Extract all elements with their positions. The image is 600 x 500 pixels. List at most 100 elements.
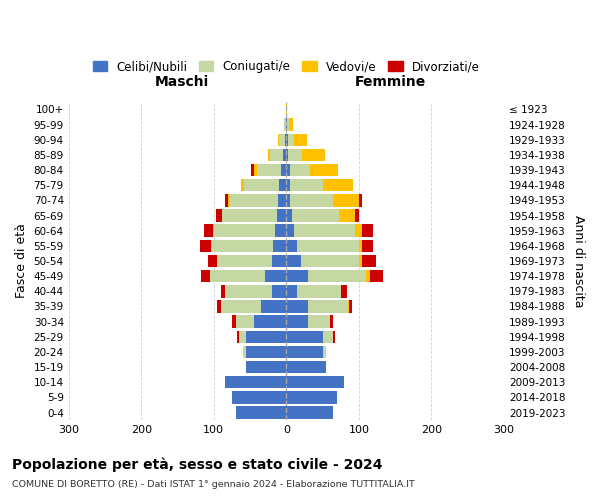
Bar bbox=[330, 316, 334, 328]
Bar bbox=[244, 179, 279, 192]
Bar bbox=[254, 164, 257, 176]
Bar bbox=[213, 224, 214, 237]
Bar bbox=[205, 224, 213, 237]
Bar bbox=[237, 330, 239, 343]
Bar bbox=[265, 270, 286, 282]
Bar bbox=[281, 164, 286, 176]
Y-axis label: Fasce di età: Fasce di età bbox=[15, 224, 28, 298]
Bar bbox=[292, 210, 339, 222]
Bar bbox=[349, 300, 352, 312]
Bar bbox=[241, 179, 244, 192]
Bar bbox=[257, 164, 281, 176]
Bar bbox=[224, 376, 286, 388]
Bar bbox=[287, 118, 289, 131]
Bar bbox=[362, 224, 373, 237]
Bar bbox=[339, 210, 355, 222]
Bar bbox=[217, 255, 272, 267]
Bar bbox=[224, 194, 228, 206]
Bar bbox=[279, 134, 285, 146]
Bar bbox=[289, 118, 293, 131]
Bar bbox=[247, 346, 286, 358]
Text: COMUNE DI BORETTO (RE) - Dati ISTAT 1° gennaio 2024 - Elaborazione TUTTITALIA.IT: COMUNE DI BORETTO (RE) - Dati ISTAT 1° g… bbox=[12, 480, 415, 489]
Bar bbox=[286, 164, 290, 176]
Bar bbox=[277, 210, 286, 222]
Bar bbox=[362, 255, 376, 267]
Y-axis label: Anni di nascita: Anni di nascita bbox=[572, 214, 585, 307]
Bar bbox=[273, 240, 286, 252]
Bar bbox=[290, 194, 334, 206]
Bar bbox=[308, 316, 330, 328]
Bar bbox=[254, 316, 286, 328]
Bar bbox=[286, 118, 287, 131]
Bar bbox=[286, 376, 344, 388]
Bar bbox=[272, 255, 286, 267]
Text: Maschi: Maschi bbox=[155, 75, 209, 89]
Legend: Celibi/Nubili, Coniugati/e, Vedovi/e, Divorziati/e: Celibi/Nubili, Coniugati/e, Vedovi/e, Di… bbox=[92, 60, 480, 73]
Bar bbox=[366, 270, 370, 282]
Bar bbox=[221, 300, 261, 312]
Bar bbox=[293, 134, 307, 146]
Bar bbox=[286, 406, 334, 419]
Bar bbox=[208, 255, 217, 267]
Bar bbox=[297, 285, 341, 298]
Bar bbox=[286, 148, 289, 161]
Bar bbox=[286, 134, 288, 146]
Bar bbox=[239, 330, 247, 343]
Bar bbox=[293, 224, 355, 237]
Bar bbox=[286, 346, 323, 358]
Bar bbox=[202, 270, 210, 282]
Bar bbox=[286, 330, 323, 343]
Bar bbox=[200, 240, 211, 252]
Bar bbox=[284, 118, 286, 131]
Bar bbox=[243, 346, 247, 358]
Text: Popolazione per età, sesso e stato civile - 2024: Popolazione per età, sesso e stato civil… bbox=[12, 458, 383, 472]
Bar bbox=[232, 391, 286, 404]
Bar bbox=[290, 164, 310, 176]
Bar bbox=[230, 194, 278, 206]
Bar bbox=[251, 164, 254, 176]
Bar bbox=[286, 179, 290, 192]
Bar bbox=[224, 285, 272, 298]
Bar bbox=[286, 361, 326, 374]
Bar bbox=[302, 148, 325, 161]
Bar bbox=[217, 300, 221, 312]
Bar bbox=[222, 210, 223, 222]
Bar bbox=[297, 240, 359, 252]
Bar bbox=[275, 224, 286, 237]
Bar bbox=[286, 103, 287, 116]
Bar bbox=[355, 210, 359, 222]
Bar bbox=[221, 285, 224, 298]
Bar bbox=[236, 316, 254, 328]
Bar bbox=[289, 148, 302, 161]
Bar bbox=[323, 330, 334, 343]
Bar bbox=[216, 210, 222, 222]
Bar bbox=[223, 210, 277, 222]
Bar bbox=[286, 285, 297, 298]
Bar bbox=[247, 361, 286, 374]
Bar bbox=[232, 316, 236, 328]
Bar bbox=[334, 194, 359, 206]
Bar bbox=[286, 210, 292, 222]
Bar bbox=[228, 194, 230, 206]
Bar bbox=[286, 270, 308, 282]
Bar bbox=[348, 300, 349, 312]
Bar bbox=[214, 224, 275, 237]
Bar bbox=[261, 300, 286, 312]
Bar bbox=[310, 164, 338, 176]
Bar bbox=[212, 240, 273, 252]
Bar bbox=[283, 148, 286, 161]
Bar bbox=[359, 194, 362, 206]
Bar bbox=[278, 134, 279, 146]
Bar bbox=[286, 255, 301, 267]
Bar bbox=[236, 406, 286, 419]
Bar bbox=[272, 285, 286, 298]
Bar bbox=[323, 179, 353, 192]
Text: Femmine: Femmine bbox=[355, 75, 427, 89]
Bar bbox=[286, 240, 297, 252]
Bar bbox=[285, 134, 286, 146]
Bar bbox=[334, 330, 335, 343]
Bar bbox=[286, 316, 308, 328]
Bar bbox=[286, 224, 293, 237]
Bar bbox=[286, 391, 337, 404]
Bar bbox=[268, 148, 269, 161]
